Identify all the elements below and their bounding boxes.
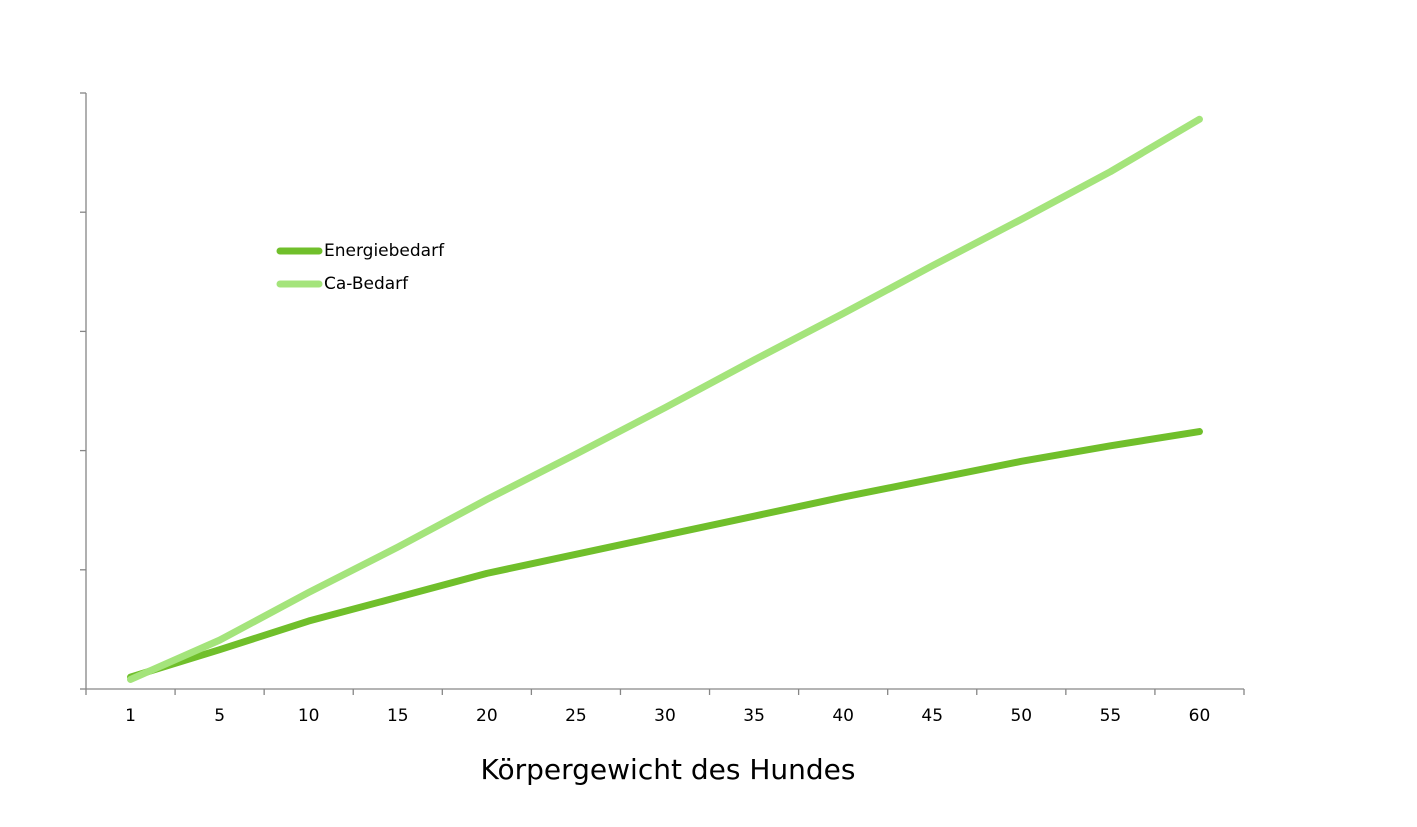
x-tick-label: 5 xyxy=(214,706,225,726)
x-tick-label: 60 xyxy=(1189,706,1211,726)
x-axis-label: Körpergewicht des Hundes xyxy=(481,753,856,786)
x-tick-label: 40 xyxy=(832,706,854,726)
x-tick-label: 35 xyxy=(743,706,765,726)
data-line xyxy=(127,115,1203,683)
x-tick-label: 15 xyxy=(387,706,409,726)
x-tick-label: 50 xyxy=(1010,706,1032,726)
x-tick-label: 20 xyxy=(476,706,498,726)
x-tick-label: 55 xyxy=(1100,706,1122,726)
legend-label: Energiebedarf xyxy=(324,241,445,261)
data-line xyxy=(127,428,1203,681)
x-tick-label: 10 xyxy=(298,706,320,726)
x-tick-label: 1 xyxy=(125,706,136,726)
x-tick-label: 45 xyxy=(921,706,943,726)
x-tick-label: 30 xyxy=(654,706,676,726)
legend-label: Ca-Bedarf xyxy=(324,274,409,294)
x-tick-label: 25 xyxy=(565,706,587,726)
